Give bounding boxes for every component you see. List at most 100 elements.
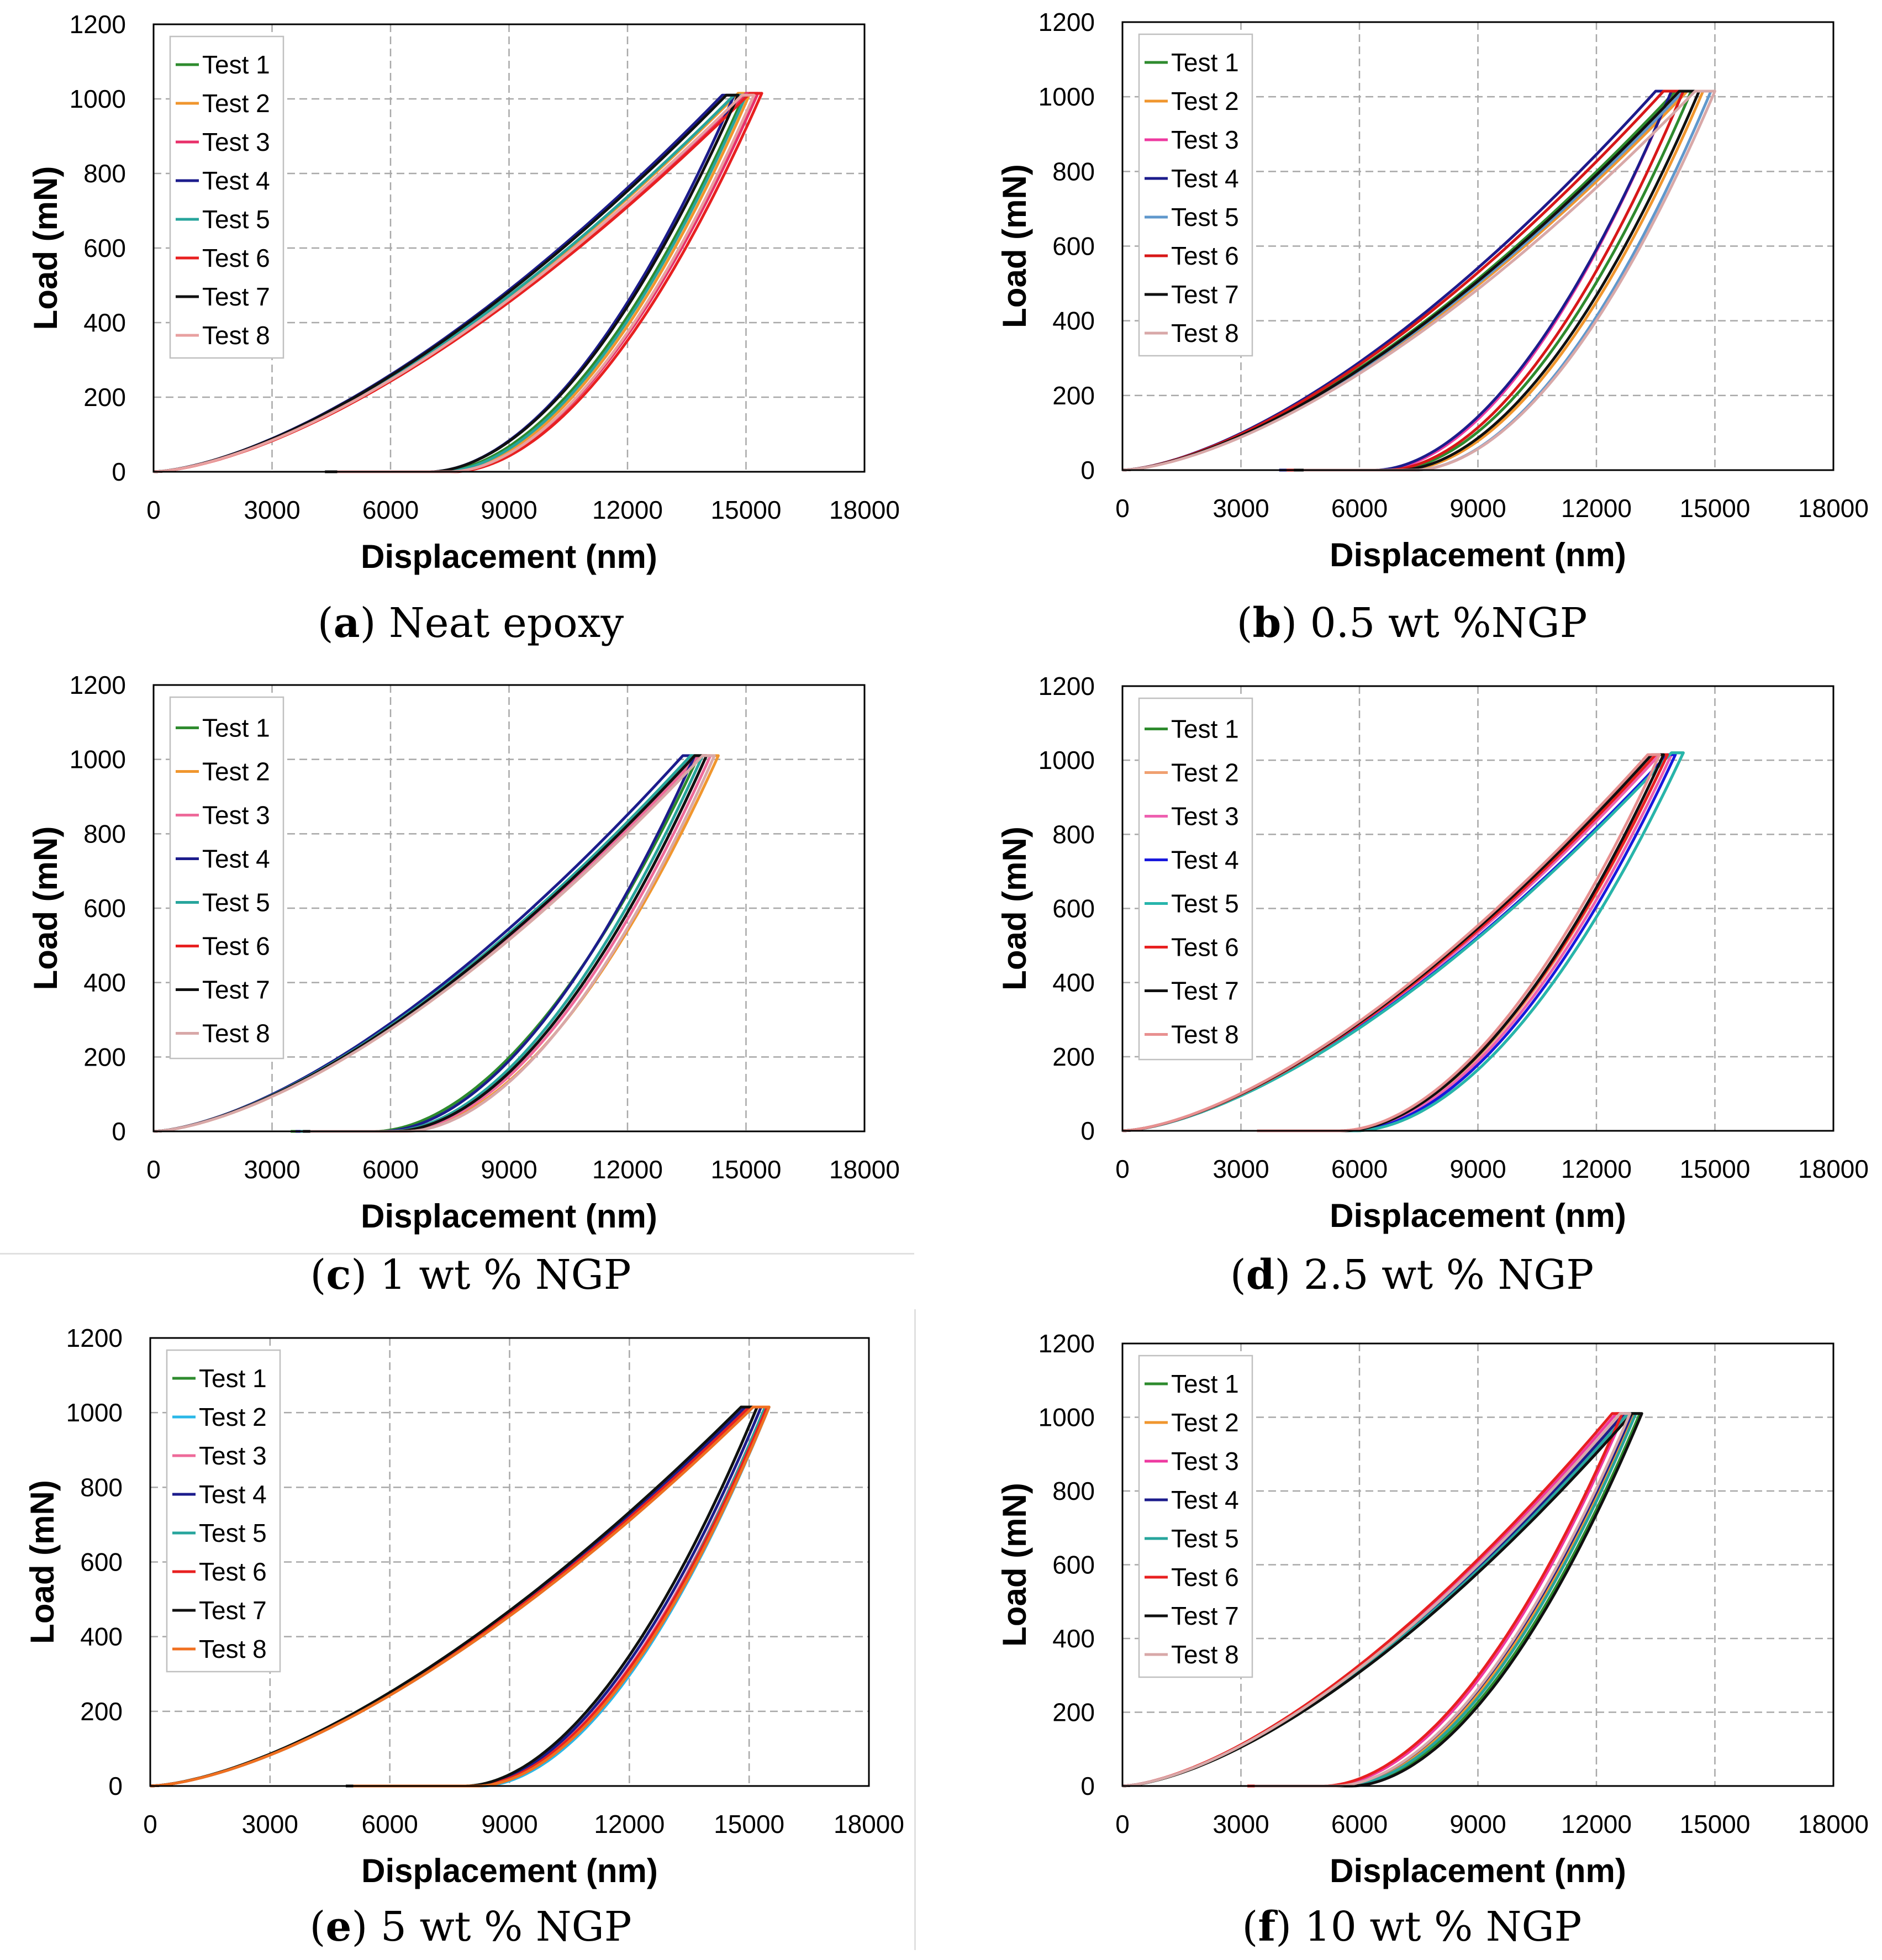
x-tick-label: 9000 <box>1449 1155 1506 1183</box>
y-tick-label: 0 <box>108 1772 123 1800</box>
x-axis-title: Displacement (nm) <box>361 538 657 575</box>
legend-label: Test 3 <box>199 1441 267 1470</box>
x-axis-title: Displacement (nm) <box>1330 536 1626 573</box>
y-axis-title: Load (mN) <box>24 1480 61 1644</box>
legend-label: Test 8 <box>202 1019 270 1048</box>
series-line-test-8 <box>1122 89 1716 472</box>
legend-box <box>1138 697 1253 1061</box>
x-tick-label: 12000 <box>592 496 663 524</box>
x-tick-label: 15000 <box>1680 1810 1751 1838</box>
legend-box <box>1138 1355 1253 1678</box>
y-tick-label: 200 <box>1052 1698 1095 1727</box>
y-tick-label: 1200 <box>1038 8 1095 36</box>
x-axis-title: Displacement (nm) <box>361 1198 657 1235</box>
x-tick-label: 3000 <box>1213 494 1269 523</box>
x-tick-label: 18000 <box>829 496 900 524</box>
legend-label: Test 2 <box>202 89 270 118</box>
y-tick-label: 800 <box>1052 820 1095 849</box>
y-tick-label: 1000 <box>70 85 126 113</box>
legend-label: Test 3 <box>202 801 270 830</box>
y-tick-label: 800 <box>1052 157 1095 186</box>
y-tick-label: 400 <box>80 1622 123 1651</box>
x-tick-label: 18000 <box>1798 1810 1869 1838</box>
series-line-test-5 <box>1122 751 1685 1132</box>
plot-border <box>149 1337 870 1787</box>
y-tick-label: 400 <box>1052 968 1095 997</box>
x-tick-label: 3000 <box>242 1810 298 1838</box>
x-tick-label: 9000 <box>481 1810 537 1838</box>
y-tick-label: 600 <box>80 1548 123 1577</box>
x-tick-label: 0 <box>143 1810 157 1838</box>
legend-label: Test 3 <box>202 128 270 156</box>
caption-d: (d) 2.5 wt % NGP <box>1230 1251 1594 1299</box>
legend-label: Test 6 <box>202 932 270 961</box>
y-tick-label: 600 <box>1052 1551 1095 1579</box>
y-axis-title: Load (mN) <box>27 826 64 990</box>
y-axis-title: Load (mN) <box>27 166 64 330</box>
separator-line <box>0 1253 914 1255</box>
x-tick-label: 3000 <box>244 1155 300 1184</box>
legend-label: Test 7 <box>202 976 270 1004</box>
x-tick-label: 0 <box>146 1155 161 1184</box>
legend-label: Test 8 <box>199 1635 267 1663</box>
x-tick-label: 18000 <box>1798 494 1869 523</box>
y-tick-label: 400 <box>83 308 126 337</box>
legend-label: Test 2 <box>202 757 270 786</box>
y-tick-label: 800 <box>80 1473 123 1501</box>
legend-label: Test 8 <box>1171 1020 1239 1049</box>
legend-label: Test 4 <box>202 166 270 195</box>
x-tick-label: 12000 <box>594 1810 665 1838</box>
legend-label: Test 6 <box>202 244 270 272</box>
legend-label: Test 4 <box>1171 1485 1239 1514</box>
chart-panel-c: 0 3000 6000 9000 12000 15000 18000 0 200 400 600 80… <box>27 671 900 1235</box>
y-tick-label: 800 <box>83 159 126 188</box>
x-tick-label: 15000 <box>711 496 782 524</box>
y-tick-label: 0 <box>1080 1772 1095 1800</box>
y-axis-title: Load (mN) <box>996 164 1033 328</box>
y-tick-label: 0 <box>112 457 126 486</box>
y-tick-label: 1000 <box>1038 1403 1095 1432</box>
legend-label: Test 6 <box>1171 933 1239 962</box>
chart-panel-b: 0 3000 6000 9000 12000 15000 18000 0 200 400 600 80… <box>996 8 1869 573</box>
x-tick-label: 12000 <box>1561 494 1632 523</box>
y-tick-label: 0 <box>112 1117 126 1146</box>
legend-label: Test 4 <box>202 845 270 873</box>
caption-c: (c) 1 wt % NGP <box>310 1251 631 1299</box>
series-line-test-7 <box>153 93 740 473</box>
legend-label: Test 5 <box>202 205 270 234</box>
x-tick-label: 6000 <box>1331 494 1388 523</box>
x-tick-label: 9000 <box>481 496 537 524</box>
series-line-test-8 <box>153 754 716 1133</box>
chart-panel-d: 0 3000 6000 9000 12000 15000 18000 0 200 400 600 80… <box>996 672 1869 1234</box>
legend-label: Test 8 <box>1171 1640 1239 1669</box>
legend-label: Test 6 <box>1171 1563 1239 1592</box>
chart-panel-f: 0 3000 6000 9000 12000 15000 18000 0 200 400 600 80… <box>996 1329 1869 1889</box>
x-tick-label: 6000 <box>362 496 419 524</box>
x-tick-label: 9000 <box>1449 494 1506 523</box>
x-tick-label: 12000 <box>592 1155 663 1184</box>
y-tick-label: 600 <box>83 234 126 262</box>
legend-label: Test 4 <box>1171 846 1239 874</box>
legend-label: Test 5 <box>199 1519 267 1547</box>
x-axis-title: Displacement (nm) <box>1330 1197 1626 1234</box>
legend-label: Test 1 <box>1171 1369 1239 1398</box>
y-tick-label: 800 <box>83 819 126 848</box>
legend-label: Test 1 <box>202 714 270 742</box>
y-tick-label: 1200 <box>70 671 126 699</box>
y-tick-label: 600 <box>1052 232 1095 261</box>
y-tick-label: 1000 <box>70 745 126 774</box>
legend-label: Test 7 <box>1171 280 1239 309</box>
legend-label: Test 7 <box>202 282 270 311</box>
caption-b: (b) 0.5 wt %NGP <box>1236 599 1588 647</box>
legend-label: Test 3 <box>1171 125 1239 154</box>
caption-f: (f) 10 wt % NGP <box>1242 1903 1582 1951</box>
legend-label: Test 1 <box>199 1364 267 1393</box>
x-tick-label: 6000 <box>1331 1155 1388 1183</box>
y-tick-label: 200 <box>83 1042 126 1071</box>
x-tick-label: 12000 <box>1561 1810 1632 1838</box>
x-tick-label: 12000 <box>1561 1155 1632 1183</box>
y-tick-label: 400 <box>1052 307 1095 335</box>
chart-panel-a: 0 3000 6000 9000 12000 15000 18000 0 200 400 600 80… <box>27 10 900 575</box>
caption-a: (a) Neat epoxy <box>317 599 624 647</box>
